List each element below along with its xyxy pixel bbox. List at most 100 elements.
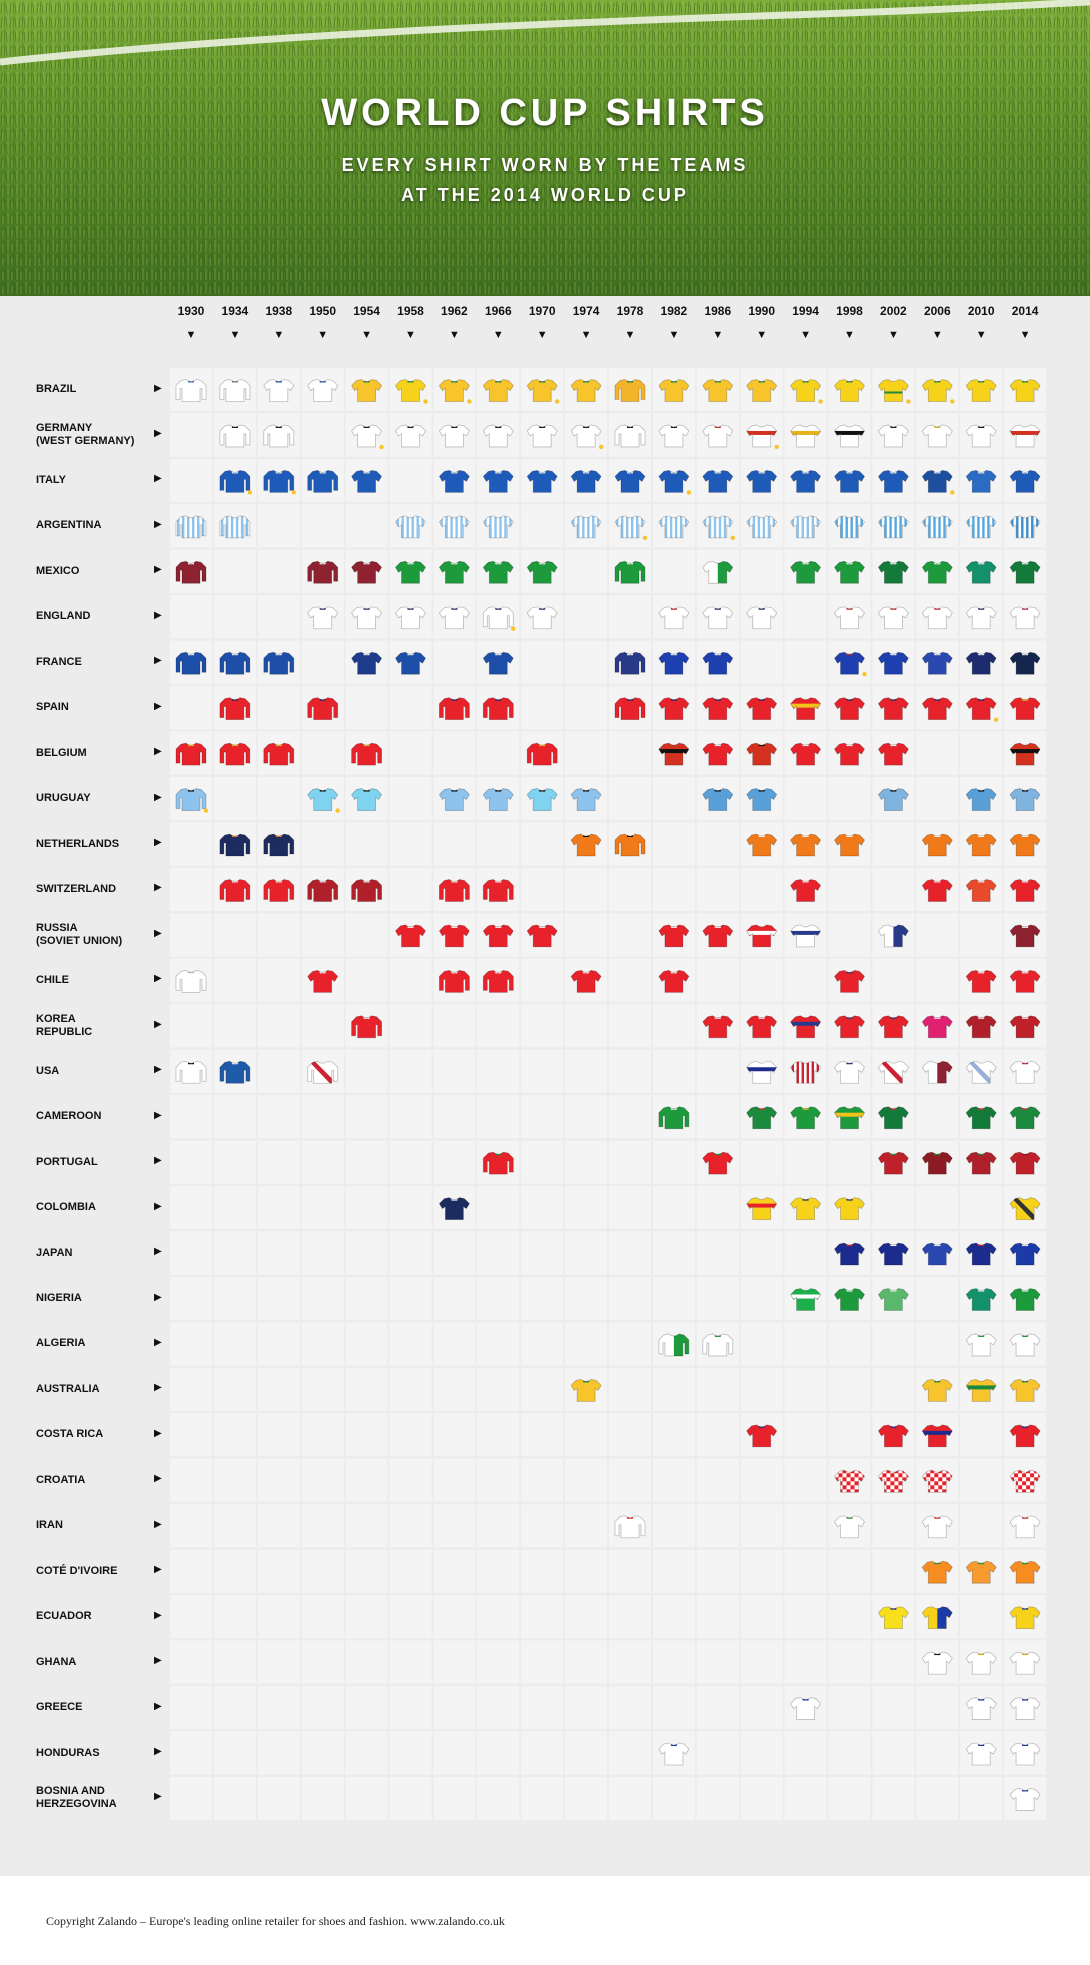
shirt-icon[interactable]	[746, 1106, 778, 1130]
shirt-icon[interactable]	[658, 1332, 690, 1358]
shirt-icon[interactable]	[570, 379, 602, 402]
shirt-icon[interactable]	[1009, 969, 1041, 993]
shirt-icon[interactable]	[219, 379, 251, 402]
shirt-icon[interactable]	[790, 1288, 822, 1311]
shirt-icon[interactable]	[921, 469, 955, 495]
shirt-icon[interactable]	[438, 969, 470, 993]
shirt-icon[interactable]	[702, 697, 734, 721]
shirt-icon[interactable]	[965, 1378, 997, 1402]
shirt-icon[interactable]	[877, 788, 909, 811]
shirt-icon[interactable]	[921, 833, 953, 857]
shirt-icon[interactable]	[790, 697, 822, 721]
shirt-icon[interactable]	[833, 1469, 867, 1497]
shirt-icon[interactable]	[175, 560, 207, 584]
shirt-icon[interactable]	[790, 833, 822, 857]
shirt-icon[interactable]	[921, 424, 953, 448]
shirt-icon[interactable]	[482, 606, 516, 631]
shirt-icon[interactable]	[877, 469, 909, 493]
shirt-icon[interactable]	[1009, 1424, 1041, 1448]
shirt-icon[interactable]	[965, 424, 997, 448]
shirt-icon[interactable]	[790, 879, 822, 902]
shirt-icon[interactable]	[790, 379, 823, 404]
shirt-icon[interactable]	[219, 469, 253, 495]
shirt-icon[interactable]	[833, 742, 866, 766]
shirt-icon[interactable]	[658, 924, 690, 948]
shirt-icon[interactable]	[263, 379, 295, 402]
shirt-icon[interactable]	[614, 651, 646, 675]
shirt-icon[interactable]	[394, 924, 427, 948]
shirt-icon[interactable]	[790, 742, 822, 766]
shirt-icon[interactable]	[877, 1469, 910, 1497]
shirt-icon[interactable]	[351, 469, 383, 493]
shirt-icon[interactable]	[438, 924, 470, 948]
shirt-icon[interactable]	[658, 424, 690, 448]
shirt-icon[interactable]	[790, 1059, 822, 1085]
shirt-icon[interactable]	[351, 651, 383, 675]
shirt-icon[interactable]	[614, 560, 646, 584]
shirt-icon[interactable]	[790, 924, 822, 948]
shirt-icon[interactable]	[702, 1151, 734, 1175]
shirt-icon[interactable]	[526, 606, 558, 630]
shirt-icon[interactable]	[438, 1197, 470, 1220]
shirt-icon[interactable]	[219, 697, 251, 721]
shirt-icon[interactable]	[833, 1106, 866, 1130]
shirt-icon[interactable]	[965, 1106, 997, 1130]
shirt-icon[interactable]	[307, 560, 339, 584]
shirt-icon[interactable]	[438, 606, 470, 630]
shirt-icon[interactable]	[790, 469, 822, 493]
shirt-icon[interactable]	[394, 379, 428, 404]
shirt-icon[interactable]	[175, 651, 207, 675]
shirt-icon[interactable]	[219, 833, 251, 857]
shirt-icon[interactable]	[921, 651, 953, 675]
shirt-icon[interactable]	[921, 1015, 953, 1039]
shirt-icon[interactable]	[1009, 1651, 1041, 1675]
shirt-icon[interactable]	[307, 879, 339, 902]
shirt-icon[interactable]	[351, 424, 384, 450]
shirt-icon[interactable]	[746, 788, 778, 811]
shirt-icon[interactable]	[570, 469, 602, 493]
shirt-icon[interactable]	[482, 469, 514, 493]
shirt-icon[interactable]	[219, 424, 251, 448]
shirt-icon[interactable]	[965, 1560, 997, 1584]
shirt-icon[interactable]	[351, 379, 383, 402]
shirt-icon[interactable]	[965, 1288, 997, 1311]
shirt-icon[interactable]	[175, 969, 207, 993]
shirt-icon[interactable]	[438, 469, 470, 493]
shirt-icon[interactable]	[746, 1424, 778, 1448]
shirt-icon[interactable]	[351, 1015, 383, 1039]
shirt-icon[interactable]	[833, 969, 866, 993]
shirt-icon[interactable]	[351, 742, 383, 766]
shirt-icon[interactable]	[307, 606, 339, 630]
shirt-icon[interactable]	[219, 742, 251, 766]
shirt-icon[interactable]	[1009, 924, 1041, 948]
shirt-icon[interactable]	[219, 879, 251, 902]
shirt-icon[interactable]	[877, 1151, 909, 1175]
shirt-icon[interactable]	[307, 1060, 339, 1084]
shirt-icon[interactable]	[833, 424, 866, 448]
shirt-icon[interactable]	[1009, 1697, 1041, 1720]
shirt-icon[interactable]	[1009, 1106, 1041, 1130]
shirt-icon[interactable]	[833, 379, 866, 402]
shirt-icon[interactable]	[1009, 469, 1041, 493]
shirt-icon[interactable]	[921, 1151, 953, 1175]
shirt-icon[interactable]	[614, 424, 646, 448]
shirt-icon[interactable]	[921, 606, 953, 630]
shirt-icon[interactable]	[965, 697, 999, 722]
shirt-icon[interactable]	[965, 469, 997, 493]
shirt-icon[interactable]	[351, 788, 383, 811]
shirt-icon[interactable]	[833, 833, 866, 857]
shirt-icon[interactable]	[570, 788, 602, 811]
shirt-icon[interactable]	[1009, 424, 1041, 448]
shirt-icon[interactable]	[526, 742, 558, 766]
shirt-icon[interactable]	[263, 879, 295, 902]
shirt-icon[interactable]	[790, 560, 822, 584]
shirt-icon[interactable]	[921, 1651, 953, 1675]
shirt-icon[interactable]	[658, 742, 690, 766]
shirt-icon[interactable]	[965, 1151, 997, 1175]
shirt-icon[interactable]	[175, 1060, 207, 1084]
shirt-icon[interactable]	[877, 424, 909, 448]
shirt-icon[interactable]	[1009, 879, 1041, 902]
shirt-icon[interactable]	[965, 1333, 997, 1357]
shirt-icon[interactable]	[438, 379, 472, 404]
shirt-icon[interactable]	[175, 788, 209, 813]
